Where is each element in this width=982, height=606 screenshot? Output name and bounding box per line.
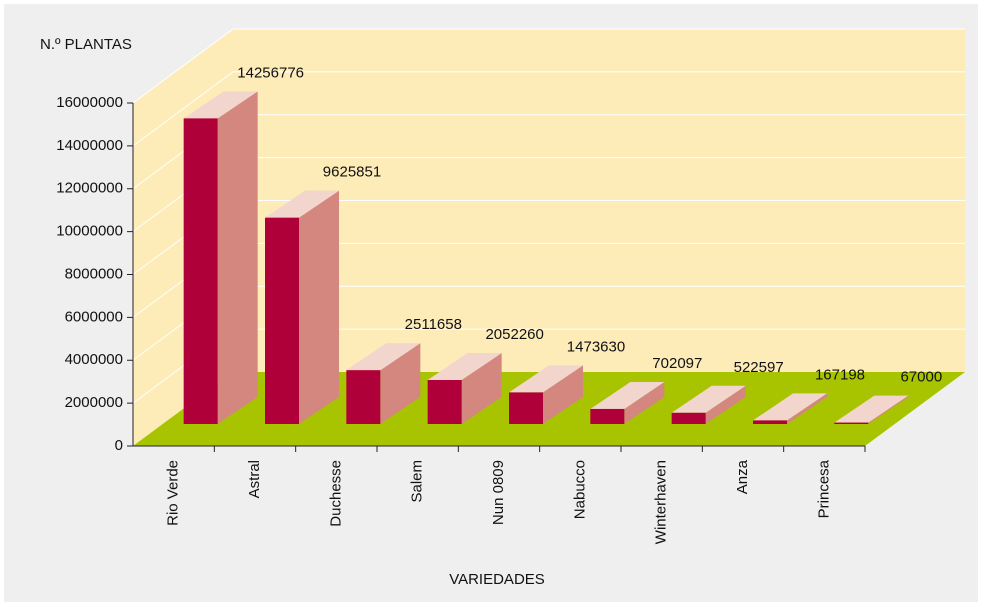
x-tick-label: Anza <box>734 459 751 494</box>
y-tick-label: 6000000 <box>65 308 123 325</box>
bar-top <box>346 343 421 371</box>
value-label: 2511658 <box>405 316 462 333</box>
bar <box>346 370 381 424</box>
bar <box>671 412 706 424</box>
bar <box>509 392 543 424</box>
y-axis-title: N.º PLANTAS <box>40 36 132 53</box>
value-label: 67000 <box>900 369 942 386</box>
bar <box>834 422 869 424</box>
bar <box>427 380 462 424</box>
y-tick-label: 0 <box>115 437 123 454</box>
bar-top <box>671 385 746 413</box>
value-label: 167198 <box>815 366 865 383</box>
grid-line <box>132 71 965 147</box>
bar-side <box>461 353 502 424</box>
bar-side <box>705 385 746 424</box>
y-tick-label: 16000000 <box>56 94 123 111</box>
y-tick-label: 12000000 <box>56 180 123 197</box>
value-label: 1473630 <box>567 338 625 355</box>
y-tick-label: 2000000 <box>65 394 123 411</box>
value-label: 14256776 <box>237 64 304 81</box>
grid-line <box>132 28 965 104</box>
bar <box>753 420 787 424</box>
y-tick-label: 4000000 <box>65 351 123 368</box>
bar-side <box>543 365 583 424</box>
value-label: 522597 <box>734 359 784 376</box>
value-label: 9625851 <box>323 164 381 181</box>
bar-side <box>217 91 258 424</box>
bar <box>183 118 218 424</box>
bar <box>265 217 299 424</box>
x-axis-title: VARIEDADES <box>449 571 545 588</box>
x-tick-label: Winterhaven <box>653 460 670 544</box>
bar-side <box>299 190 339 424</box>
x-tick-label: Nabucco <box>571 460 588 519</box>
x-tick-label: Princesa <box>815 459 832 518</box>
x-tick-label: Astral <box>246 460 263 498</box>
bar-top <box>183 91 258 119</box>
bar-side <box>624 381 665 424</box>
x-tick-label: Rio Verde <box>165 460 182 526</box>
value-label: 702097 <box>652 355 702 372</box>
y-tick-label: 10000000 <box>56 223 123 240</box>
bar-top <box>509 365 583 393</box>
bar-top <box>427 353 502 381</box>
bar-top <box>834 395 909 423</box>
y-tick-label: 8000000 <box>65 265 123 282</box>
bar <box>590 408 625 424</box>
value-label: 2052260 <box>485 326 543 343</box>
x-tick-label: Duchesse <box>327 460 344 527</box>
x-tick-label: Salem <box>409 460 426 503</box>
bar-side <box>380 343 421 424</box>
bar-side <box>868 395 909 424</box>
y-tick-label: 14000000 <box>56 137 123 154</box>
bar-top <box>590 381 665 409</box>
bar-top <box>265 190 339 218</box>
bar-side <box>787 393 827 424</box>
bar-top <box>753 393 827 421</box>
x-tick-label: Nun 0809 <box>490 460 507 525</box>
